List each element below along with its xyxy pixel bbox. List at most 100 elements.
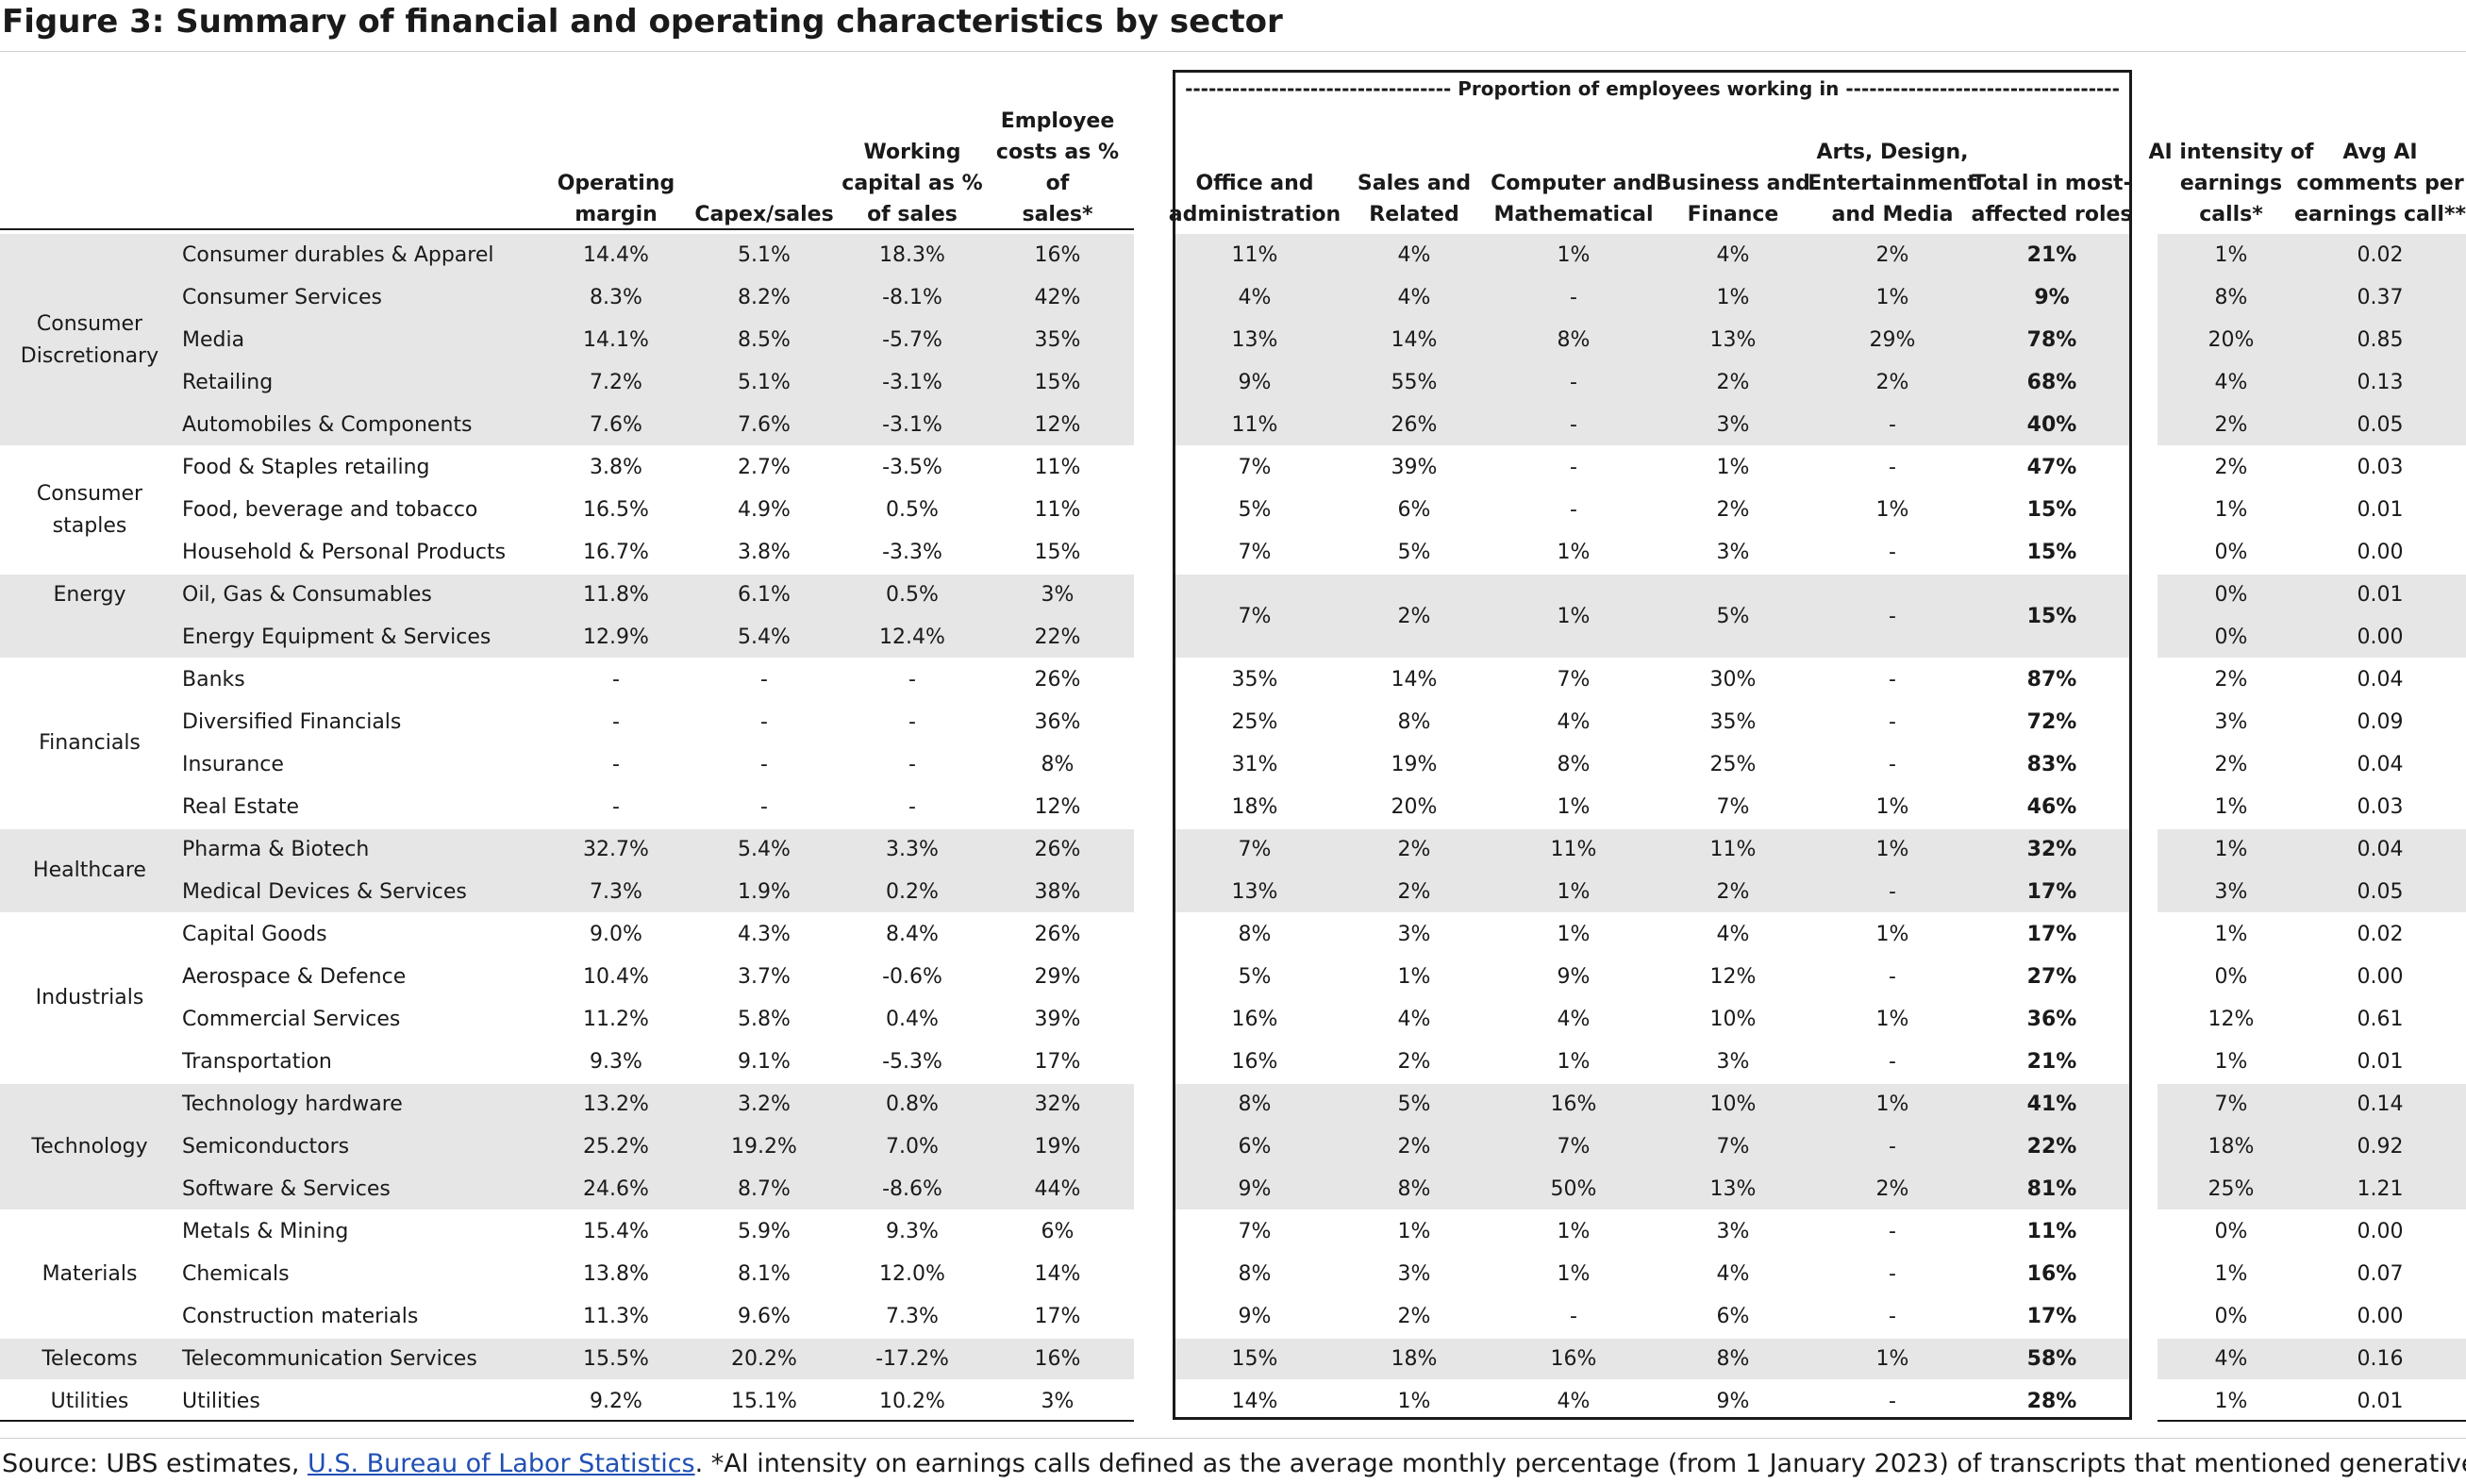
table-cell: 0.03 — [2357, 456, 2404, 479]
table-cell: 15% — [1034, 541, 1081, 564]
table-cell: - — [908, 668, 916, 692]
table-cell: 0.61 — [2357, 1008, 2404, 1031]
source-note: Source: UBS estimates, U.S. Bureau of La… — [2, 1445, 2466, 1483]
table-cell: 31% — [1231, 753, 1278, 776]
sector-label-line: Consumer — [36, 481, 143, 506]
table-cell: 7.3% — [886, 1305, 939, 1328]
table-cell: 16% — [1034, 1347, 1081, 1371]
column-header-line: Related — [1369, 203, 1459, 226]
table-bottom-rule-right — [2158, 1420, 2466, 1422]
table-cell: 13% — [1709, 328, 1757, 352]
row-shading — [170, 828, 1134, 871]
table-cell: - — [1889, 541, 1896, 564]
table-cell: -8.1% — [882, 286, 942, 309]
table-cell: 29% — [1869, 328, 1916, 352]
table-cell: 40% — [2026, 413, 2077, 437]
sector-label: Financials — [0, 659, 179, 828]
sector-label: Technology — [0, 1083, 179, 1210]
table-cell: 0% — [2214, 1220, 2248, 1243]
table-cell: 0% — [2214, 965, 2248, 989]
table-cell: - — [1889, 1262, 1896, 1286]
table-cell: - — [760, 795, 768, 819]
table-cell: 14.1% — [583, 328, 649, 352]
table-cell: - — [1570, 1305, 1577, 1328]
sector-separator — [0, 1209, 1134, 1211]
table-cell: 25.2% — [583, 1135, 649, 1159]
table-cell: 12.0% — [879, 1262, 945, 1286]
table-cell: 12.9% — [583, 625, 649, 649]
table-cell: 7% — [1238, 541, 1272, 564]
table-cell: - — [1570, 456, 1577, 479]
table-cell: -3.1% — [882, 371, 942, 394]
table-cell: 1% — [1557, 923, 1591, 946]
table-cell: 0.05 — [2357, 413, 2404, 437]
sector-separator — [0, 912, 1134, 914]
sector-label: Energy — [0, 574, 179, 616]
table-cell: 15% — [1231, 1347, 1278, 1371]
table-cell: 0% — [2214, 1305, 2248, 1328]
table-cell: - — [1889, 1305, 1896, 1328]
table-cell: 1% — [1875, 498, 1909, 522]
table-cell: - — [1889, 456, 1896, 479]
table-cell: 11% — [1034, 498, 1081, 522]
sector-shading — [0, 828, 170, 913]
industry-name: Medical Devices & Services — [182, 880, 467, 904]
table-cell: 11.8% — [583, 583, 649, 607]
table-cell: -5.3% — [882, 1050, 942, 1074]
bls-link[interactable]: U.S. Bureau of Labor Statistics — [308, 1449, 695, 1478]
table-cell: -0.6% — [882, 965, 942, 989]
row-shading — [1175, 404, 2129, 446]
sector-separator — [1175, 912, 2129, 914]
table-cell: 9.2% — [590, 1390, 642, 1413]
table-cell: 9.0% — [590, 923, 642, 946]
table-cell: 58% — [2026, 1347, 2077, 1371]
table-cell: 41% — [2026, 1092, 2077, 1116]
column-header-line: Operating — [557, 172, 675, 195]
sector-separator — [0, 1379, 1134, 1381]
table-cell: 0.00 — [2357, 1305, 2404, 1328]
table-cell: 0.16 — [2357, 1347, 2404, 1371]
row-shading — [2158, 276, 2466, 319]
table-cell: 7% — [1716, 795, 1750, 819]
table-cell: 5.4% — [738, 838, 791, 861]
table-cell: 0.07 — [2357, 1262, 2404, 1286]
column-header-line: sales* — [1022, 203, 1093, 226]
table-cell: 30% — [1709, 668, 1757, 692]
table-cell: 0.01 — [2357, 1050, 2404, 1074]
sector-separator — [2158, 573, 2466, 575]
row-shading — [1175, 871, 2129, 913]
table-cell: 3.2% — [738, 1092, 791, 1116]
table-cell: - — [908, 753, 916, 776]
column-header-line: calls* — [2199, 203, 2263, 226]
table-cell: 1% — [1557, 1262, 1591, 1286]
table-cell: 21% — [2026, 243, 2077, 267]
table-cell: 18% — [1391, 1347, 1438, 1371]
sector-label: Consumer Discretionary — [0, 234, 179, 446]
table-cell: 0.00 — [2357, 541, 2404, 564]
table-cell: 1% — [2214, 1050, 2248, 1074]
table-cell: 35% — [1709, 710, 1757, 734]
employee-proportion-box — [1173, 70, 2132, 1420]
column-header-line: Entertainment — [1808, 172, 1977, 195]
column-header: Avg AI comments per earnings call** — [2291, 132, 2466, 230]
table-cell: 0.14 — [2357, 1092, 2404, 1116]
table-cell: 8.1% — [738, 1262, 791, 1286]
table-cell: 0.00 — [2357, 625, 2404, 649]
sector-label-line: Healthcare — [33, 859, 146, 882]
row-shading — [2158, 871, 2466, 913]
row-shading — [1175, 319, 2129, 361]
industry-name: Utilities — [182, 1390, 260, 1413]
merged-table-cell: 7% — [1238, 604, 1272, 628]
table-cell: 9% — [1238, 371, 1272, 394]
industry-name: Capital Goods — [182, 923, 327, 946]
row-shading — [2158, 616, 2466, 659]
row-shading — [170, 276, 1134, 319]
table-cell: 4% — [1557, 1390, 1591, 1413]
table-cell: 39% — [1391, 456, 1438, 479]
table-cell: - — [760, 710, 768, 734]
table-cell: - — [612, 668, 620, 692]
row-shading — [1175, 1338, 2129, 1380]
table-cell: 0.01 — [2357, 1390, 2404, 1413]
table-cell: 8.2% — [738, 286, 791, 309]
table-cell: 5% — [1238, 498, 1272, 522]
